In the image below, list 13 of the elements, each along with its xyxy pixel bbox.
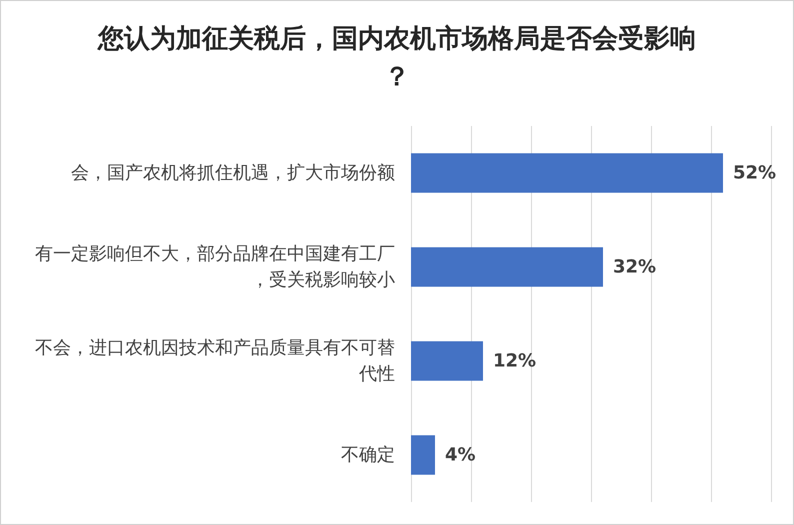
data-label: 52% <box>733 162 776 184</box>
data-label: 12% <box>493 350 536 372</box>
data-label: 4% <box>445 444 476 466</box>
y-tick-label: 不会，进口农机因技术和产品质量具有不可替代性 <box>35 338 395 384</box>
data-label: 32% <box>613 256 656 278</box>
bar <box>411 341 483 381</box>
bar <box>411 247 603 287</box>
y-tick-label: 不确定 <box>341 444 395 466</box>
chart-title: 您认为加征关税后，国内农机市场格局是否会受影响？ <box>97 24 696 92</box>
bar <box>411 435 435 475</box>
y-tick-label: 有一定影响但不大，部分品牌在中国建有工厂，受关税影响较小 <box>35 244 395 290</box>
y-tick-label: 会，国产农机将抓住机遇，扩大市场份额 <box>71 162 395 184</box>
bar <box>411 153 723 193</box>
